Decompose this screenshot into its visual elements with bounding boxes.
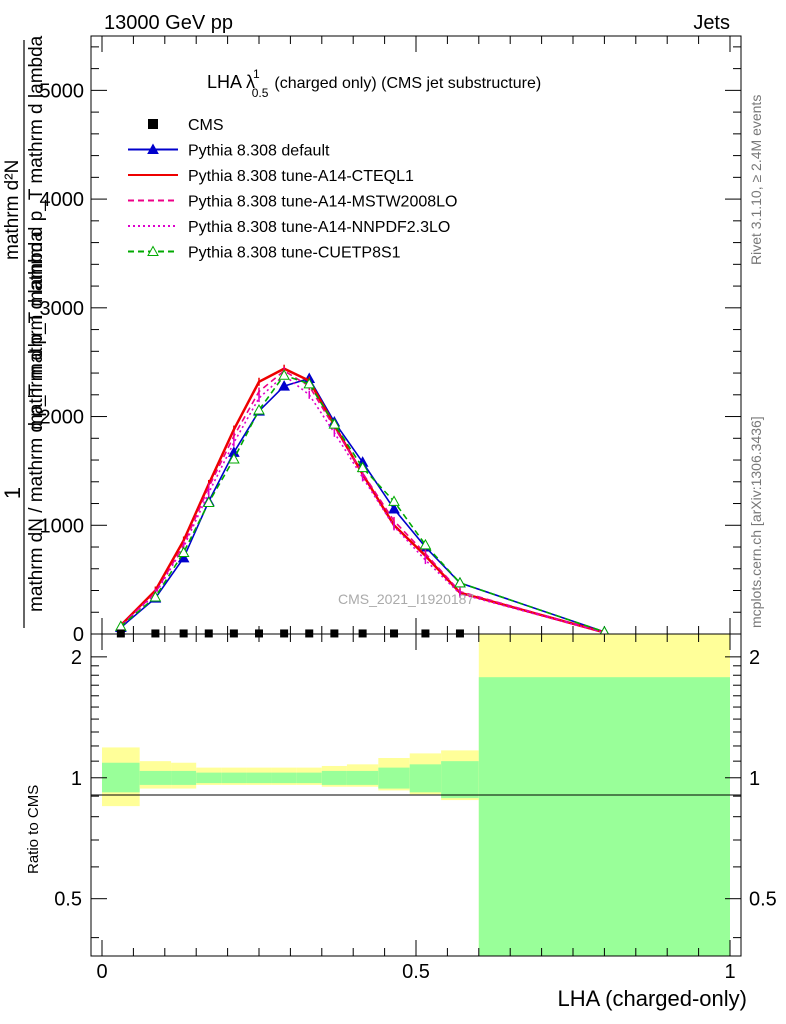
data-point	[280, 629, 289, 638]
stat-uncertainty-band	[378, 767, 410, 789]
stat-uncertainty-band	[271, 772, 297, 784]
legend-label: Pythia 8.308 tune-A14-NNPDF2.3LO	[188, 219, 450, 236]
legend-marker	[147, 245, 159, 256]
data-point	[330, 629, 339, 638]
stat-uncertainty-band	[196, 772, 222, 784]
legend-label: Pythia 8.308 tune-A14-MSTW2008LO	[188, 194, 457, 211]
series-point	[303, 377, 316, 389]
ratio-axis-ticks: 0.5 0.5 1 1 2 2 0 0.5 1	[54, 634, 777, 983]
series-point	[454, 576, 466, 588]
series-point	[388, 502, 400, 514]
data-point	[390, 629, 399, 638]
stat-uncertainty-band	[102, 762, 140, 793]
ratio-y-tick-label: 1	[71, 768, 82, 790]
plot-title: LHA λ1 0.5(charged only) (CMS jet substru…	[207, 67, 541, 100]
rivet-label: Rivet 3.1.10, ≥ 2.4M events	[748, 95, 764, 265]
ratio-y-tick-label-right: 2	[749, 647, 760, 669]
series-point	[419, 538, 432, 550]
main-y-label: 1 mathrm dN / mathrm d p_T mathrm d lamb…	[0, 35, 47, 628]
series-point	[278, 380, 290, 391]
series-point	[278, 369, 290, 380]
main-series-group	[114, 364, 611, 638]
series-line	[120, 374, 605, 633]
series-point	[202, 496, 215, 507]
series-point	[356, 461, 369, 473]
series-point	[253, 403, 265, 415]
main-y-tick-labels: 0 1000 2000 3000 4000 5000	[40, 80, 85, 646]
series-point	[328, 418, 341, 429]
data-point	[229, 629, 238, 638]
legend-label: CMS	[188, 117, 224, 134]
analysis-label: CMS_2021_I1920187	[338, 591, 474, 607]
legend-label: Pythia 8.308 tune-CUETP8S1	[188, 245, 401, 262]
series-line	[119, 367, 605, 634]
stat-uncertainty-band	[246, 772, 272, 784]
legend-marker	[147, 143, 159, 154]
x-tick-label: 0	[96, 961, 107, 983]
data-point	[421, 629, 430, 638]
legend: CMS Pythia 8.308 default Pythia 8.308 tune…	[128, 117, 457, 262]
stat-uncertainty-band	[346, 770, 379, 785]
y-tick-label: 2000	[40, 407, 85, 429]
process-label: Jets	[693, 12, 730, 34]
x-tick-label: 1	[724, 961, 735, 983]
y-tick-label: 5000	[40, 80, 85, 102]
y-tick-label: 3000	[40, 298, 85, 320]
data-point	[116, 629, 125, 638]
stat-uncertainty-band	[478, 677, 730, 956]
data-point	[305, 629, 314, 638]
series-point	[228, 452, 240, 464]
series-point	[149, 591, 162, 602]
y-label-side-top: mathrm d²N	[2, 160, 23, 260]
energy-label: 13000 GeV pp	[104, 12, 233, 34]
ratio-y-tick-label: 0.5	[54, 889, 82, 911]
data-point	[179, 629, 188, 638]
stat-uncertainty-band	[441, 761, 479, 799]
data-point	[255, 629, 263, 638]
legend-label: Pythia 8.308 tune-A14-CTEQL1	[188, 168, 414, 185]
legend-marker	[148, 119, 158, 129]
ratio-y-tick-label-right: 0.5	[749, 889, 777, 911]
stat-uncertainty-band	[221, 772, 247, 784]
data-point	[204, 629, 213, 638]
mcplots-label: mcplots.cern.ch [arXiv:1306.3436]	[748, 416, 764, 628]
main-axis-ticks	[91, 36, 741, 635]
series-point	[177, 546, 190, 557]
y-label-denominator: mathrm dN / mathrm d p_T mathrm d lambda	[26, 231, 47, 612]
data-point	[455, 629, 464, 638]
data-point	[358, 629, 367, 638]
y-tick-label: 0	[73, 624, 84, 646]
y-label-side-bottom: mathrm d p_T mathrm d p_T mathrm d lambd…	[26, 35, 47, 430]
ratio-y-tick-label: 2	[71, 647, 82, 669]
y-label-numerator: 1	[0, 487, 25, 499]
stat-uncertainty-band	[409, 764, 442, 793]
y-tick-label: 1000	[40, 515, 85, 537]
stat-uncertainty-band	[321, 770, 347, 785]
legend-label: Pythia 8.308 default	[188, 143, 330, 160]
series-line	[120, 369, 605, 634]
series-line	[120, 377, 605, 633]
ratio-y-label: Ratio to CMS	[25, 785, 42, 874]
stat-uncertainty-band	[139, 770, 172, 785]
x-axis-label: LHA (charged-only)	[557, 986, 747, 1011]
x-tick-label: 0.5	[402, 961, 430, 983]
stat-uncertainty-band	[296, 772, 322, 784]
series-point	[388, 495, 400, 506]
ratio-y-tick-label-right: 1	[749, 768, 760, 790]
y-tick-label: 4000	[40, 189, 85, 211]
stat-uncertainty-band	[171, 770, 197, 785]
data-point	[151, 629, 160, 638]
